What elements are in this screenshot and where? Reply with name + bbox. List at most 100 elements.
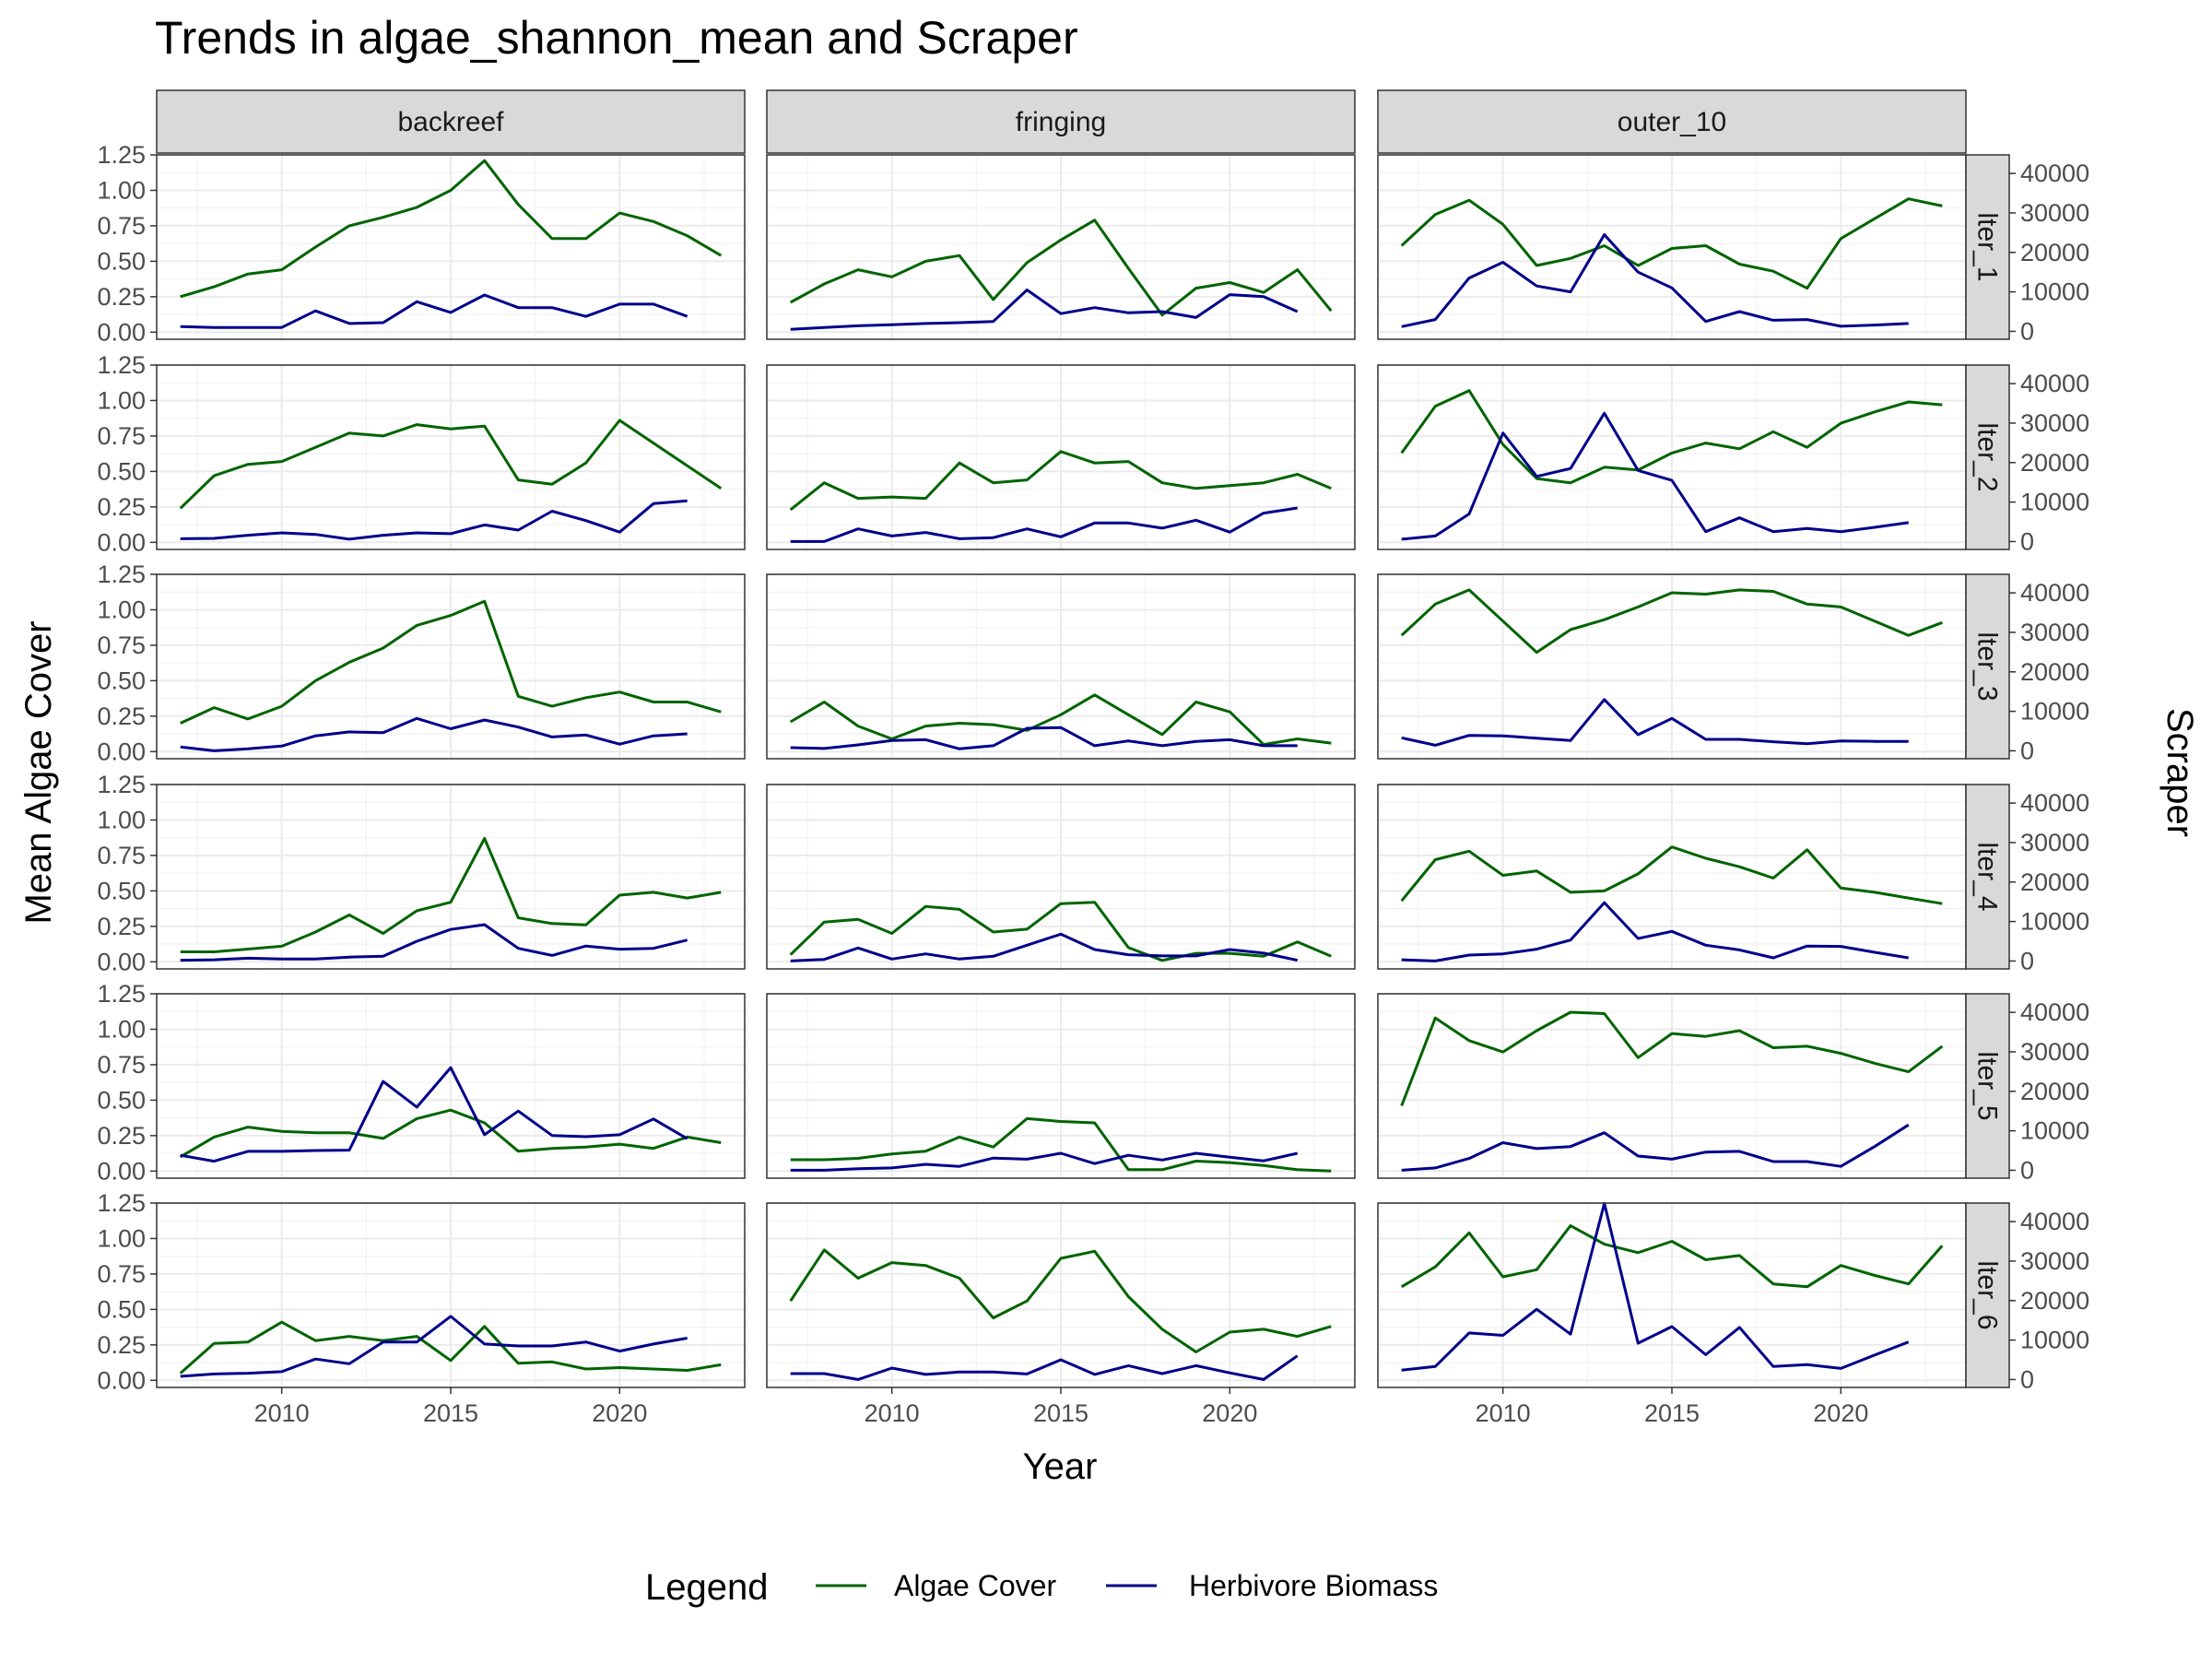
x-tick-label: 2015 — [1644, 1399, 1700, 1427]
y-tick-label: 0.75 — [97, 212, 146, 240]
panel-lter_6-outer_10 — [1377, 1201, 1967, 1388]
y-tick-label: 0.00 — [97, 738, 146, 765]
y-right-tick-label: 40000 — [2020, 998, 2089, 1026]
x-tick-label: 2020 — [1202, 1399, 1257, 1427]
row-strip-label-lter_6: lter_6 — [1972, 1260, 2003, 1329]
x-axis-title: Year — [1023, 1446, 1098, 1487]
series-line-herbivore-biomass — [1401, 698, 1909, 747]
panel-border — [766, 154, 1356, 340]
y-tick-label: 0.00 — [97, 1366, 146, 1394]
row-strip-lter_6 — [1965, 1202, 2010, 1388]
panel-border — [156, 993, 746, 1179]
series-line-algae-cover — [789, 218, 1333, 317]
y-tick-label: 0.00 — [97, 318, 146, 346]
panel-lter_2-backreef — [156, 364, 746, 550]
y-right-tick-label: 30000 — [2020, 199, 2089, 227]
x-tick-label: 2010 — [1476, 1399, 1531, 1427]
panel-border — [766, 784, 1356, 970]
y-right-tick-label: 40000 — [2020, 579, 2089, 607]
y-tick-label: 0.50 — [97, 247, 146, 275]
row-strip-lter_2 — [1965, 364, 2010, 550]
panel-lter_1-backreef — [156, 154, 746, 340]
row-strip-lter_5 — [1965, 993, 2010, 1179]
y-right-tick-label: 20000 — [2020, 1287, 2089, 1315]
y-right-tick-label: 40000 — [2020, 1208, 2089, 1235]
column-strip-backreef — [156, 89, 746, 154]
panel-lter_1-outer_10 — [1377, 154, 1967, 340]
column-strip-label-outer_10: outer_10 — [1618, 107, 1726, 137]
y-tick-label: 1.25 — [97, 771, 146, 798]
series-line-herbivore-biomass — [790, 1354, 1299, 1381]
panel-lter_6-backreef — [156, 1202, 746, 1388]
panel-lter_6-fringing — [766, 1202, 1356, 1388]
series-line-algae-cover — [1400, 1010, 1944, 1107]
y-right-tick-label: 10000 — [2020, 698, 2089, 726]
y-right-tick-label: 40000 — [2020, 789, 2089, 817]
series-line-algae-cover — [1400, 389, 1943, 485]
panel-lter_5-outer_10 — [1377, 993, 1967, 1179]
row-strip-label-lter_5: lter_5 — [1972, 1051, 2003, 1120]
y-tick-label: 1.00 — [97, 176, 146, 204]
series-line-herbivore-biomass — [1401, 901, 1909, 962]
series-line-herbivore-biomass — [180, 923, 688, 962]
y-right-tick-label: 20000 — [2020, 658, 2089, 686]
y-axis-right-title: Scraper — [2159, 708, 2200, 837]
y-tick-label: 0.75 — [97, 422, 146, 450]
y-tick-label: 0.75 — [97, 1260, 146, 1288]
column-strip-label-backreef: backreef — [397, 107, 504, 137]
y-right-tick-label: 20000 — [2020, 239, 2089, 266]
y-right-tick-label: 0 — [2020, 1156, 2034, 1184]
y-tick-label: 1.00 — [97, 1224, 146, 1252]
series-line-algae-cover — [180, 599, 722, 725]
y-tick-label: 0.50 — [97, 1086, 146, 1114]
series-line-algae-cover — [180, 159, 723, 299]
y-tick-label: 1.25 — [97, 980, 146, 1008]
series-line-herbivore-biomass — [180, 499, 688, 541]
row-strip-label-lter_3: lter_3 — [1972, 631, 2003, 701]
y-right-tick-label: 0 — [2020, 947, 2034, 974]
y-tick-label: 0.75 — [97, 842, 146, 869]
y-tick-label: 0.25 — [97, 702, 146, 730]
x-tick-label: 2010 — [865, 1399, 920, 1427]
x-tick-label: 2015 — [423, 1399, 478, 1427]
y-tick-label: 1.25 — [97, 351, 146, 379]
y-tick-label: 0.25 — [97, 1331, 146, 1359]
y-tick-label: 0.25 — [97, 493, 146, 521]
legend: Legend Algae Cover Herbivore Biomass — [645, 1567, 1438, 1608]
y-right-tick-label: 40000 — [2020, 370, 2089, 397]
series-line-herbivore-biomass — [1401, 1201, 1910, 1372]
column-strip-label-fringing: fringing — [1016, 107, 1106, 137]
panel-border — [766, 364, 1356, 550]
panel-border — [766, 573, 1356, 760]
y-right-tick-label: 30000 — [2020, 1038, 2089, 1066]
panel-lter_5-fringing — [766, 993, 1356, 1179]
series-line-herbivore-biomass — [1401, 233, 1909, 328]
series-line-herbivore-biomass — [790, 289, 1299, 331]
y-right-tick-label: 30000 — [2020, 829, 2089, 856]
series-line-algae-cover — [789, 450, 1332, 512]
series-line-algae-cover — [790, 1116, 1332, 1173]
y-tick-label: 0.75 — [97, 631, 146, 659]
panel-border — [766, 993, 1356, 1179]
panel-lter_2-outer_10 — [1377, 364, 1967, 550]
panel-border — [156, 573, 746, 760]
panel-lter_3-backreef — [156, 573, 746, 760]
panel-lter_4-outer_10 — [1377, 784, 1967, 970]
y-tick-label: 0.75 — [97, 1051, 146, 1079]
series-line-algae-cover — [179, 1108, 722, 1159]
series-line-algae-cover — [1400, 588, 1943, 655]
series-line-herbivore-biomass — [790, 932, 1299, 962]
y-right-tick-label: 30000 — [2020, 409, 2089, 437]
panel-border — [156, 154, 746, 340]
series-line-herbivore-biomass — [180, 716, 688, 752]
axes-layer: backreef fringing outer_10 lter_1 0.00 0.25 0.… — [97, 89, 2089, 1427]
y-right-tick-label: 10000 — [2020, 278, 2089, 306]
y-tick-label: 1.00 — [97, 806, 146, 833]
y-tick-label: 0.00 — [97, 528, 146, 556]
x-tick-label: 2020 — [1813, 1399, 1868, 1427]
legend-label-herbivore: Herbivore Biomass — [1189, 1569, 1438, 1602]
series-line-algae-cover — [789, 901, 1332, 962]
y-tick-label: 0.25 — [97, 283, 146, 311]
